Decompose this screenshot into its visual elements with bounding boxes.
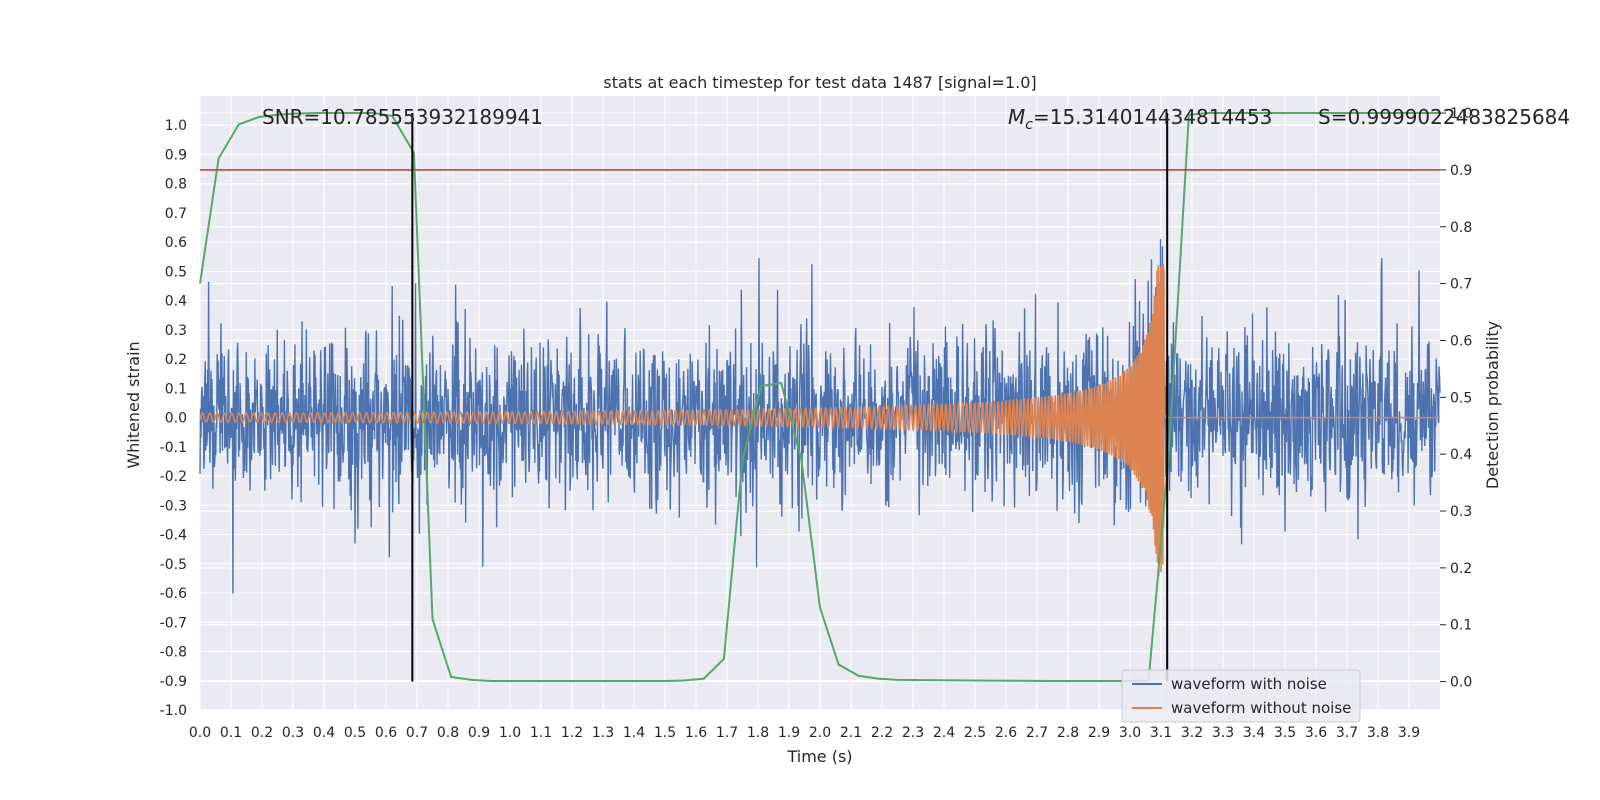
y-tick-label: -0.3 bbox=[160, 498, 187, 514]
right-y-tick-label: 0.0 bbox=[1450, 675, 1472, 691]
x-tick-label: 3.4 bbox=[1243, 725, 1265, 741]
x-tick-label: 1.0 bbox=[499, 725, 521, 741]
y-tick-label: 0.9 bbox=[165, 147, 187, 163]
y-tick-label: -0.1 bbox=[160, 440, 187, 456]
y-tick-label: -0.4 bbox=[160, 528, 187, 544]
noisy-waveform-line bbox=[199, 239, 1441, 594]
x-tick-label: 2.1 bbox=[840, 725, 862, 741]
x-tick-label: 0.4 bbox=[313, 725, 335, 741]
y-tick-label: -0.6 bbox=[160, 586, 187, 602]
x-tick-label: 0.8 bbox=[437, 725, 459, 741]
s-annotation: S=0.9999022483825684 bbox=[1318, 105, 1570, 129]
chart-title: stats at each timestep for test data 148… bbox=[603, 73, 1036, 92]
x-tick-label: 0.3 bbox=[282, 725, 304, 741]
x-tick-label: 1.4 bbox=[623, 725, 645, 741]
y-tick-label: 0.3 bbox=[165, 323, 187, 339]
y-tick-label: 0.4 bbox=[165, 294, 187, 310]
x-tick-label: 3.1 bbox=[1150, 725, 1172, 741]
x-tick-label: 0.9 bbox=[468, 725, 490, 741]
x-tick-label: 2.3 bbox=[902, 725, 924, 741]
x-tick-label: 3.3 bbox=[1212, 725, 1234, 741]
threshold-and-event-lines bbox=[200, 113, 1440, 682]
y-axis-label: Whitened strain bbox=[124, 341, 143, 468]
x-tick-label: 3.0 bbox=[1119, 725, 1141, 741]
x-tick-label: 3.5 bbox=[1274, 725, 1296, 741]
x-tick-label: 2.2 bbox=[871, 725, 893, 741]
x-tick-label: 1.5 bbox=[654, 725, 676, 741]
x-tick-label: 2.0 bbox=[809, 725, 831, 741]
y-tick-labels: 1.0 0.9 0.8 0.7 0.6 0.5 0.4 0.3 0.2 0.1 0.0 -0.1 -0.… bbox=[160, 118, 187, 719]
right-y-tick-label: 0.3 bbox=[1450, 504, 1472, 520]
y-tick-label: 0.5 bbox=[165, 264, 187, 280]
x-tick-label: 0.6 bbox=[375, 725, 397, 741]
x-tick-label: 3.2 bbox=[1181, 725, 1203, 741]
legend-box bbox=[1121, 669, 1361, 723]
right-y-tick-label: 0.1 bbox=[1450, 618, 1472, 634]
x-tick-label: 0.2 bbox=[251, 725, 273, 741]
right-y-tick-label: 0.9 bbox=[1450, 163, 1472, 179]
legend: waveform with noise waveform without noi… bbox=[1121, 669, 1361, 723]
x-tick-label: 0.5 bbox=[344, 725, 366, 741]
x-tick-label: 0.1 bbox=[220, 725, 242, 741]
x-tick-label: 1.3 bbox=[592, 725, 614, 741]
clean-waveform-line bbox=[199, 263, 1440, 577]
right-y-tick-labels: 1.0 0.9 0.8 0.7 0.6 0.5 0.4 0.3 0.2 0.1 0.0 bbox=[1440, 106, 1472, 691]
y-tick-label: 0.7 bbox=[165, 206, 187, 222]
y-tick-label: 1.0 bbox=[165, 118, 187, 134]
right-y-tick-label: 0.2 bbox=[1450, 561, 1472, 577]
series-waveform-without-noise bbox=[199, 263, 1440, 577]
x-tick-label: 1.1 bbox=[530, 725, 552, 741]
y-tick-label: 0.2 bbox=[165, 352, 187, 368]
snr-annotation: SNR=10.785553932189941 bbox=[262, 105, 543, 129]
x-tick-label: 2.4 bbox=[933, 725, 955, 741]
legend-label-with-noise: waveform with noise bbox=[1171, 675, 1327, 693]
y-tick-label: -0.8 bbox=[160, 645, 187, 661]
y-tick-label: -0.5 bbox=[160, 557, 187, 573]
x-tick-label: 0.0 bbox=[189, 725, 211, 741]
legend-label-without-noise: waveform without noise bbox=[1171, 699, 1351, 717]
y-tick-label: 0.8 bbox=[165, 177, 187, 193]
right-y-tick-label: 0.6 bbox=[1450, 333, 1472, 349]
y-tick-label: -0.9 bbox=[160, 674, 187, 690]
series-waveform-with-noise bbox=[199, 239, 1441, 594]
x-tick-label: 3.8 bbox=[1367, 725, 1389, 741]
x-tick-labels: 0.0 0.1 0.2 0.3 0.4 0.5 0.6 0.7 0.8 0.9 1.0 1.1 1.2 1… bbox=[189, 725, 1420, 741]
x-tick-label: 2.6 bbox=[995, 725, 1017, 741]
x-tick-label: 3.9 bbox=[1398, 725, 1420, 741]
x-tick-label: 3.6 bbox=[1305, 725, 1327, 741]
right-y-tick-label: 0.5 bbox=[1450, 390, 1472, 406]
x-tick-label: 1.8 bbox=[747, 725, 769, 741]
x-tick-label: 1.7 bbox=[716, 725, 738, 741]
right-y-tick-label: 0.7 bbox=[1450, 277, 1472, 293]
x-tick-label: 0.7 bbox=[406, 725, 428, 741]
x-tick-label: 1.6 bbox=[685, 725, 707, 741]
right-y-tick-label: 1.0 bbox=[1450, 106, 1472, 122]
x-tick-label: 2.9 bbox=[1088, 725, 1110, 741]
y-tick-label: -0.7 bbox=[160, 615, 187, 631]
right-y-axis-label: Detection probability bbox=[1483, 321, 1502, 489]
y-tick-label: -1.0 bbox=[160, 703, 187, 719]
x-tick-label: 2.8 bbox=[1057, 725, 1079, 741]
x-tick-label: 2.7 bbox=[1026, 725, 1048, 741]
x-tick-label: 2.5 bbox=[964, 725, 986, 741]
x-axis-label: Time (s) bbox=[786, 747, 852, 766]
right-y-tick-label: 0.4 bbox=[1450, 447, 1472, 463]
chirp-mass-symbol: M bbox=[1008, 105, 1025, 129]
chirp-mass-subscript: c bbox=[1025, 117, 1033, 133]
y-tick-label: 0.0 bbox=[165, 411, 187, 427]
chirp-mass-value: =15.314014434814453 bbox=[1033, 105, 1272, 129]
y-tick-label: 0.1 bbox=[165, 381, 187, 397]
y-tick-label: -0.2 bbox=[160, 469, 187, 485]
right-y-tick-label: 0.8 bbox=[1450, 220, 1472, 236]
x-tick-label: 3.7 bbox=[1336, 725, 1358, 741]
x-tick-label: 1.9 bbox=[778, 725, 800, 741]
y-tick-label: 0.6 bbox=[165, 235, 187, 251]
chirp-mass-annotation: Mc=15.314014434814453 bbox=[1008, 105, 1272, 133]
x-tick-label: 1.2 bbox=[561, 725, 583, 741]
